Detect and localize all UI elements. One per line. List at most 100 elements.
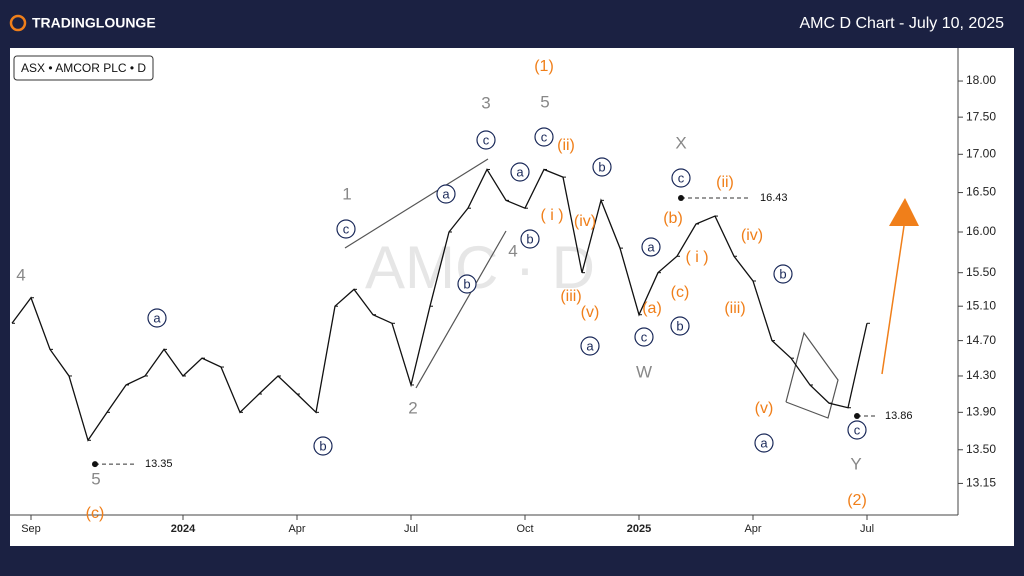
brand: TRADINGLOUNGE bbox=[32, 15, 156, 31]
y-tick-label: 18.00 bbox=[966, 73, 996, 87]
y-tick-label: 15.50 bbox=[966, 265, 996, 279]
wave-label: (v) bbox=[755, 400, 774, 417]
wave-label: 4 bbox=[508, 241, 517, 260]
y-tick-label: 13.50 bbox=[966, 442, 996, 456]
y-tick-label: 13.90 bbox=[966, 405, 996, 419]
wedge bbox=[785, 331, 839, 419]
wave-label: c bbox=[641, 329, 648, 344]
wave-label: 3 bbox=[481, 93, 490, 112]
wave-circle bbox=[520, 229, 540, 249]
price-marker-label: 16.43 bbox=[760, 192, 788, 204]
wave-label: (c) bbox=[86, 505, 105, 522]
price-marker-dot bbox=[854, 413, 860, 420]
wave-label: c bbox=[678, 170, 685, 185]
wave-circle bbox=[847, 420, 867, 440]
wave-label: a bbox=[647, 239, 655, 254]
x-tick-label: Jul bbox=[404, 523, 418, 535]
wave-circle bbox=[592, 157, 612, 177]
wave-label: b bbox=[526, 231, 533, 246]
wave-label: 2 bbox=[408, 398, 417, 417]
wave-label: ( i ) bbox=[540, 207, 563, 224]
symbol: ASX • AMCOR PLC • D bbox=[21, 61, 146, 75]
y-tick-label: 17.50 bbox=[966, 109, 996, 123]
price-marker-label: 13.35 bbox=[145, 458, 173, 470]
y-tick-label: 13.15 bbox=[966, 476, 996, 490]
wave-label: (iii) bbox=[724, 300, 745, 317]
wave-label: (ii) bbox=[557, 137, 575, 154]
x-tick-label: Oct bbox=[516, 523, 533, 535]
projection-arrow bbox=[881, 225, 905, 375]
wave-label: a bbox=[442, 186, 450, 201]
y-tick-label: 17.00 bbox=[966, 146, 996, 160]
wave-label: 5 bbox=[91, 469, 100, 488]
logo-icon bbox=[9, 14, 27, 32]
wave-circle bbox=[670, 316, 690, 336]
wave-label: (a) bbox=[642, 300, 662, 317]
wave-label: b bbox=[676, 318, 683, 333]
wave-label: c bbox=[854, 422, 861, 437]
wave-label: b bbox=[598, 159, 605, 174]
x-tick-label: 2025 bbox=[627, 523, 651, 535]
wave-circle bbox=[641, 237, 661, 257]
wave-circle bbox=[510, 162, 530, 182]
price-marker-dot bbox=[92, 461, 98, 468]
wave-label: 5 bbox=[540, 92, 549, 111]
wave-circle bbox=[476, 130, 496, 150]
header-title: AMC D Chart - July 10, 2025 bbox=[799, 15, 1004, 32]
wave-label: (c) bbox=[671, 284, 690, 301]
price-marker-dot bbox=[678, 195, 684, 202]
symbol-box bbox=[13, 55, 154, 81]
wave-circle bbox=[634, 327, 654, 347]
wave-circle bbox=[436, 184, 456, 204]
wave-label: 4 bbox=[16, 265, 25, 284]
wave-label: a bbox=[760, 435, 768, 450]
x-tick-label: Apr bbox=[288, 523, 305, 535]
wave-label: c bbox=[343, 221, 350, 236]
y-tick-label: 15.10 bbox=[966, 298, 996, 312]
wave-circle bbox=[580, 336, 600, 356]
wave-label: (iii) bbox=[560, 288, 581, 305]
wave-label: c bbox=[483, 132, 490, 147]
chart-background bbox=[10, 48, 1014, 546]
wave-label: b bbox=[319, 438, 326, 453]
y-tick-label: 14.30 bbox=[966, 368, 996, 382]
wave-label: 1 bbox=[342, 184, 351, 203]
wave-circle bbox=[671, 168, 691, 188]
wave-label: a bbox=[586, 338, 594, 353]
wave-label: Y bbox=[850, 454, 861, 473]
wave-label: (ii) bbox=[716, 174, 734, 191]
wave-label: b bbox=[779, 266, 786, 281]
x-tick-label: Apr bbox=[744, 523, 761, 535]
wave-label: (iv) bbox=[741, 227, 763, 244]
watermark: AMC · D bbox=[365, 234, 595, 301]
wave-circle bbox=[313, 436, 333, 456]
wave-label: X bbox=[675, 133, 686, 152]
y-tick-label: 16.00 bbox=[966, 224, 996, 238]
wave-label: ( i ) bbox=[685, 249, 708, 266]
price-line bbox=[11, 168, 868, 442]
wave-label: (b) bbox=[663, 210, 683, 227]
wave-circle bbox=[147, 308, 167, 328]
wave-label: a bbox=[516, 164, 524, 179]
wave-label: a bbox=[153, 310, 161, 325]
wave-circle bbox=[534, 127, 554, 147]
y-tick-label: 14.70 bbox=[966, 333, 996, 347]
y-tick-label: 16.50 bbox=[966, 185, 996, 199]
arrow-head bbox=[889, 198, 919, 226]
trend-line bbox=[415, 230, 507, 389]
wave-circle bbox=[773, 264, 793, 284]
wave-label: c bbox=[541, 129, 548, 144]
wave-label: W bbox=[636, 362, 652, 381]
x-tick-label: 2024 bbox=[171, 523, 196, 535]
wave-circle bbox=[457, 274, 477, 294]
wave-label: (iv) bbox=[574, 213, 596, 230]
trend-lines bbox=[344, 158, 839, 419]
wave-circle bbox=[336, 219, 356, 239]
trend-line bbox=[344, 158, 489, 249]
x-tick-label: Sep bbox=[21, 523, 41, 535]
wave-label: b bbox=[463, 276, 470, 291]
x-tick-label: Jul bbox=[860, 523, 874, 535]
price-marker-label: 13.86 bbox=[885, 410, 913, 422]
